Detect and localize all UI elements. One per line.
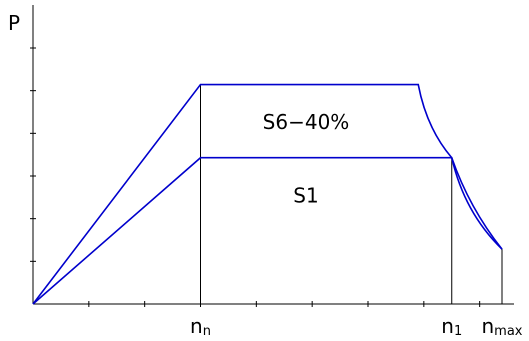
series-line-s1 [32, 156, 503, 305]
region-label-s6-40: S6−40% [263, 110, 350, 134]
x-tick-label: n1 [441, 314, 462, 339]
region-label-s1: S1 [293, 183, 318, 207]
x-tick-label: nn [190, 314, 211, 339]
axes [30, 5, 514, 307]
series [32, 83, 503, 305]
labels: P S6−40% S1 nn n1 nmax [8, 11, 523, 339]
y-axis-label: P [8, 11, 20, 35]
x-tick-label: nmax [481, 314, 522, 339]
vertical-markers [200, 84, 503, 304]
